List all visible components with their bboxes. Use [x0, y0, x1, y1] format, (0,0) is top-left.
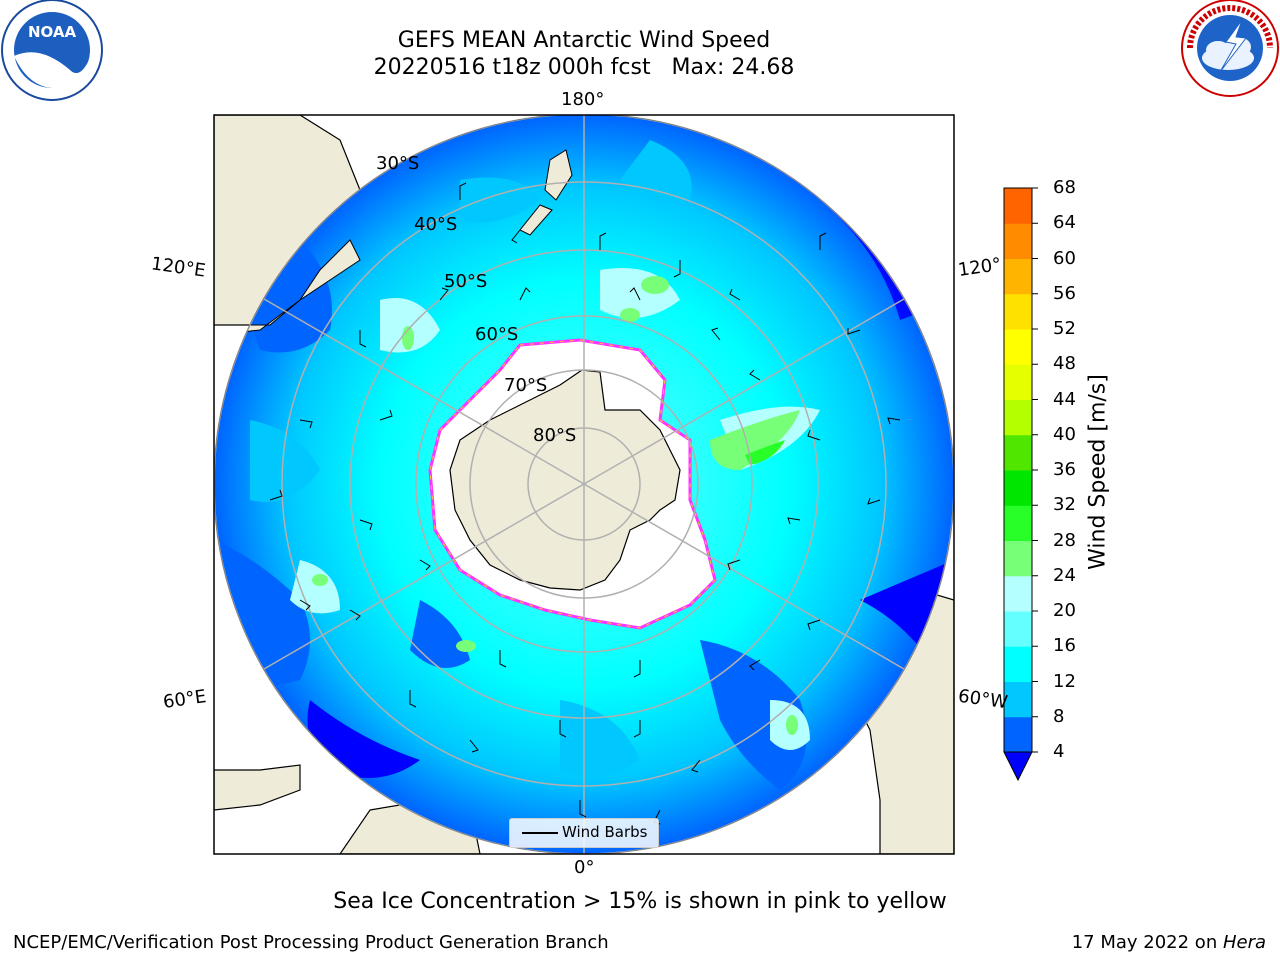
colorbar-tick-label: 28	[1053, 529, 1076, 551]
colorbar-tick-label: 68	[1053, 177, 1076, 198]
colorbar-segments	[1004, 188, 1032, 753]
lat-label-50s: 50°S	[444, 271, 488, 292]
lat-label-70s: 70°S	[504, 375, 548, 396]
colorbar-segment	[1004, 575, 1032, 612]
colorbar-segment	[1004, 258, 1032, 295]
footer-date-text: 17 May 2022 on	[1071, 932, 1223, 953]
nws-logo	[1181, 0, 1279, 97]
antarctica	[449, 369, 681, 591]
footer-host: Hera	[1222, 932, 1266, 953]
colorbar-segment	[1004, 611, 1032, 647]
footer-credit: NCEP/EMC/Verification Post Processing Pr…	[13, 932, 609, 953]
colorbar-ticks	[1032, 187, 1038, 753]
colorbar-tick-label: 36	[1053, 459, 1076, 480]
colorbar-segment	[1004, 399, 1032, 436]
colorbar-tick-label: 24	[1053, 564, 1076, 586]
colorbar-tick-label: 12	[1053, 670, 1076, 692]
colorbar-tick-label: 44	[1053, 388, 1076, 410]
noaa-logo-text: NOAA	[28, 23, 77, 41]
colorbar-segment	[1004, 223, 1032, 259]
chart-title: GEFS MEAN Antarctic Wind Speed	[397, 28, 771, 53]
lon-label-180: 180°	[561, 89, 605, 110]
noaa-logo: NOAA	[1, 0, 103, 101]
colorbar-segment	[1004, 681, 1032, 718]
colorbar-segment	[1004, 540, 1032, 577]
chart-subtitle: 20220516 t18z 000h fcst Max: 24.68	[373, 55, 795, 80]
lat-label-30s: 30°S	[376, 153, 420, 174]
colorbar-segment	[1004, 434, 1032, 471]
colorbar-tick-label: 64	[1053, 212, 1076, 234]
legend-label: Wind Barbs	[562, 823, 648, 841]
lon-label-0: 0°	[574, 857, 595, 878]
map-area	[214, 115, 954, 854]
lat-label-60s: 60°S	[475, 324, 519, 345]
colorbar-segment	[1004, 646, 1032, 682]
footer-date: 17 May 2022 on Hera	[1072, 932, 1266, 953]
colorbar-tick-label: 48	[1053, 353, 1076, 375]
graticule	[214, 115, 954, 854]
legend-line-icon	[522, 832, 558, 834]
colorbar	[1003, 187, 1038, 782]
colorbar-title: Wind Speed [m/s]	[1085, 374, 1111, 570]
colorbar-segment	[1004, 505, 1032, 541]
wind-barbs-legend: Wind Barbs	[509, 818, 659, 848]
colorbar-segment	[1004, 188, 1032, 224]
colorbar-tick-label: 4	[1053, 741, 1065, 762]
colorbar-tick-label: 52	[1053, 318, 1076, 339]
lat-label-80s: 80°S	[533, 425, 577, 446]
colorbar-segment	[1004, 364, 1032, 400]
colorbar-segment	[1004, 329, 1032, 365]
colorbar-extend-arrow	[1003, 751, 1033, 782]
lat-label-40s: 40°S	[414, 214, 458, 235]
colorbar-tick-label: 8	[1053, 705, 1065, 727]
colorbar-segment	[1004, 470, 1032, 506]
colorbar-tick-label: 60	[1053, 247, 1076, 269]
colorbar-tick-label: 32	[1053, 494, 1076, 516]
colorbar-segment	[1004, 293, 1032, 330]
sea-ice-note: Sea Ice Concentration > 15% is shown in …	[333, 889, 947, 914]
colorbar-tick-label: 56	[1053, 282, 1076, 304]
colorbar-segment	[1004, 716, 1032, 753]
colorbar-tick-label: 40	[1053, 423, 1076, 445]
colorbar-tick-label: 20	[1053, 600, 1076, 621]
colorbar-tick-label: 16	[1053, 635, 1076, 657]
map-frame	[213, 114, 955, 855]
